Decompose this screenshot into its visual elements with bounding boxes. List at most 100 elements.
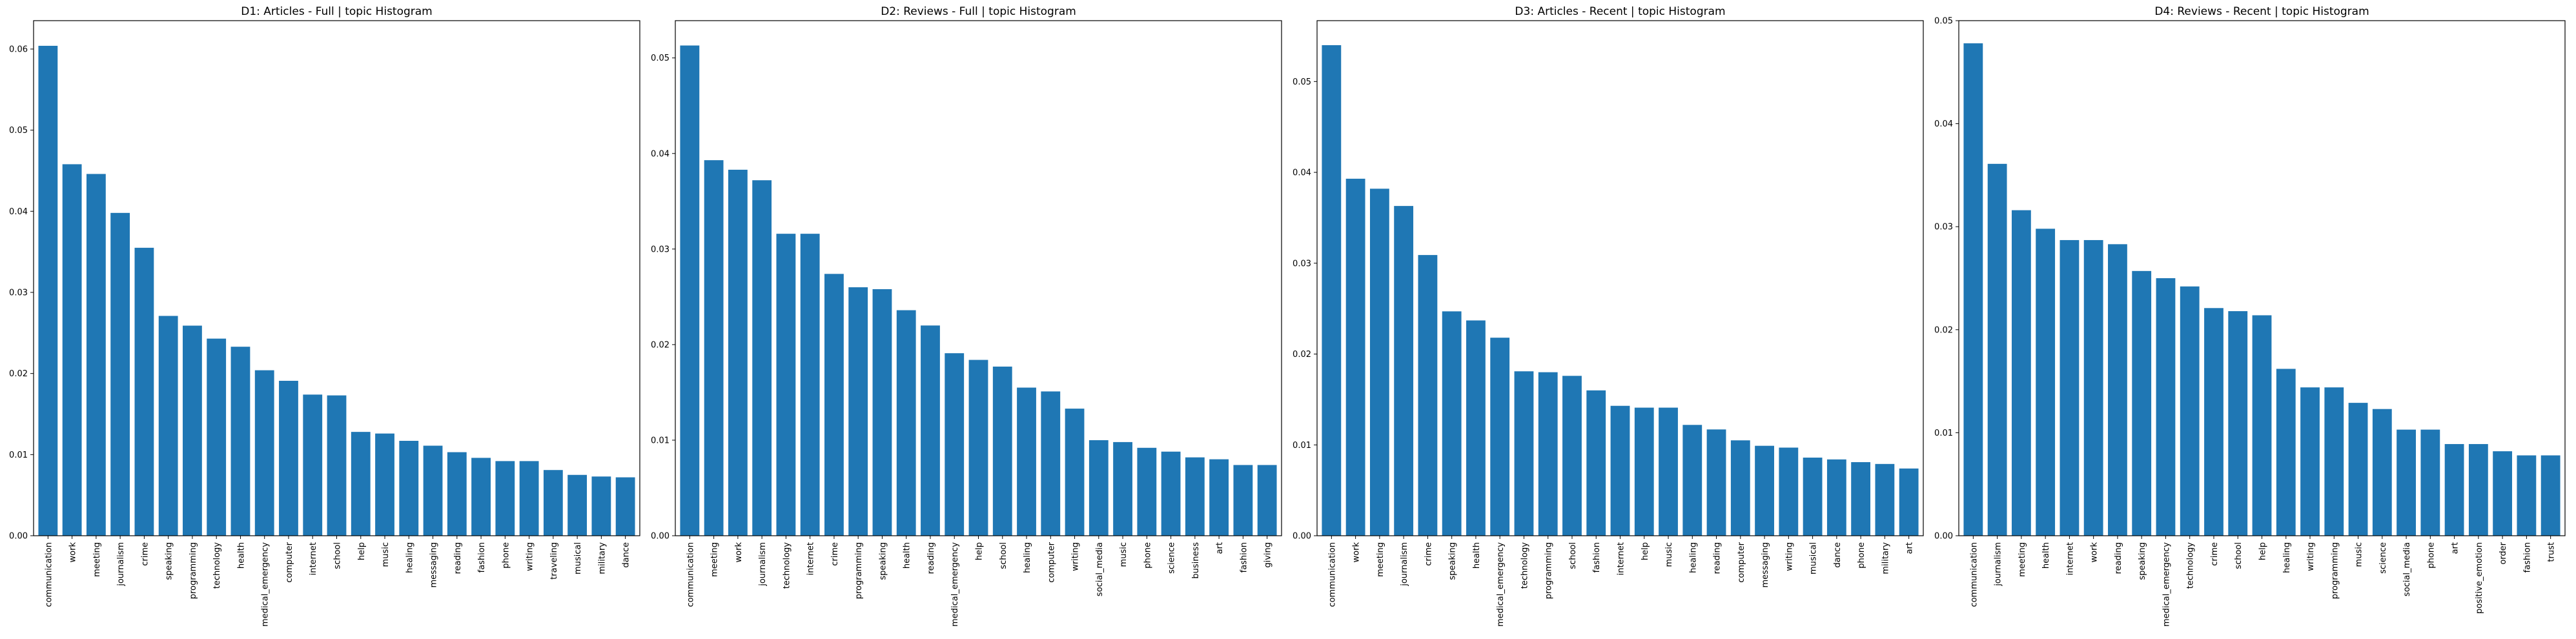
x-tick-label: communication [1327,542,1337,607]
x-tick-label: technology [212,542,222,589]
x-tick-label: internet [309,542,318,575]
bar-help [2252,315,2272,536]
bar-music [1113,441,1132,536]
x-tick-label: speaking [1448,542,1458,580]
y-tick-label: 0.03 [1934,223,1953,232]
bar-programming [183,325,202,536]
bar-fashion [1233,465,1253,536]
x-tick-label: computer [285,542,294,582]
y-tick-label: 0.01 [1293,441,1311,451]
x-tick-label: work [2090,542,2100,563]
x-tick-label: art [2451,542,2460,554]
bar-programming [2324,387,2344,536]
x-tick-label: reading [2114,542,2123,574]
bar-journalism [110,212,130,536]
bar-technology [207,338,227,536]
x-tick-label: traveling [549,542,559,580]
x-tick-label: work [68,542,78,563]
bar-reading [447,452,467,536]
bar-medical_emergency [2156,278,2176,536]
bar-journalism [1987,163,2007,536]
bar-writing [2300,387,2320,536]
x-tick-label: help [2258,542,2268,560]
bar-business [1185,457,1205,536]
x-tick-label: reading [926,542,936,574]
bar-meeting [1369,188,1389,536]
x-tick-label: help [1641,542,1650,560]
bar-technology [776,234,796,536]
bar-art [1209,459,1229,536]
bar-musical [567,474,588,536]
bar-phone [2420,429,2440,536]
chart-panel-1: D1: Articles - Full | topic Histogram com… [9,5,640,627]
x-tick-label: medical_emergency [1496,542,1506,627]
bar-speaking [1442,311,1462,536]
bar-healing [399,440,419,536]
plot-frame [675,20,1282,536]
x-tick-label: health [1472,542,1482,569]
bar-reading [1706,429,1726,536]
y-tick-label: 0.01 [9,451,28,460]
y-tick-label: 0.03 [9,288,28,298]
y-tick-label: 0.04 [1293,168,1311,178]
x-tick-label: health [2041,542,2051,569]
x-tick-label: work [1352,542,1362,563]
bar-journalism [752,180,772,536]
bar-positive_emotion [2468,443,2488,536]
y-tick-label: 0.04 [651,149,670,159]
x-tick-label: science [1167,542,1177,574]
x-tick-label: musical [573,542,583,574]
x-tick-label: meeting [92,542,102,577]
x-tick-label: science [2378,542,2388,574]
bar-meeting [86,174,106,536]
bar-fashion [471,458,491,536]
bar-speaking [2132,270,2152,536]
x-tick-label: messaging [1761,542,1770,588]
chart-panel-4: D4: Reviews - Recent | topic Histogram co… [1934,5,2566,627]
bar-programming [1538,372,1558,536]
bar-traveling [543,470,563,536]
x-tick-label: speaking [2138,542,2147,580]
y-tick-label: 0.02 [1293,350,1311,360]
plot-frame [1316,20,1924,536]
chart-panel-2: D2: Reviews - Full | topic Histogram comm… [651,5,1282,627]
y-tick-label: 0.04 [9,207,28,217]
x-tick-label: journalism [1994,542,2003,587]
x-tick-label: order [2499,542,2508,564]
x-tick-label: healing [405,542,414,573]
bar-work [2083,239,2103,536]
bar-help [968,360,988,536]
bar-speaking [872,289,892,536]
x-tick-label: meeting [1376,542,1385,577]
x-tick-label: health [236,542,246,569]
chart-title: D2: Reviews - Full | topic Histogram [881,5,1076,18]
x-tick-label: technology [782,542,792,589]
x-tick-label: writing [526,542,535,571]
y-tick-label: 0.02 [651,340,670,350]
x-tick-label: healing [1688,542,1698,573]
bar-military [1875,463,1895,536]
bar-health [1466,320,1486,536]
x-tick-label: giving [1263,542,1273,568]
x-tick-label: writing [2306,542,2316,571]
x-tick-label: internet [2065,542,2075,575]
x-tick-label: social_media [1095,542,1105,596]
x-tick-label: communication [44,542,54,607]
x-tick-label: school [2234,542,2244,569]
x-tick-label: crime [140,542,150,566]
x-tick-label: work [734,542,744,563]
x-tick-label: fashion [2522,542,2532,573]
y-tick-label: 0.02 [9,369,28,379]
y-tick-label: 0.06 [9,45,28,54]
y-tick-label: 0.00 [1934,532,1953,542]
bar-internet [800,234,820,536]
bar-communication [1963,43,1983,536]
bar-meeting [704,160,724,536]
x-tick-label: social_media [2402,542,2412,596]
x-tick-label: art [1215,542,1225,554]
bar-reading [921,325,940,536]
x-tick-label: medical_emergency [261,542,271,627]
bar-work [1345,178,1365,536]
bar-writing [1779,447,1799,536]
